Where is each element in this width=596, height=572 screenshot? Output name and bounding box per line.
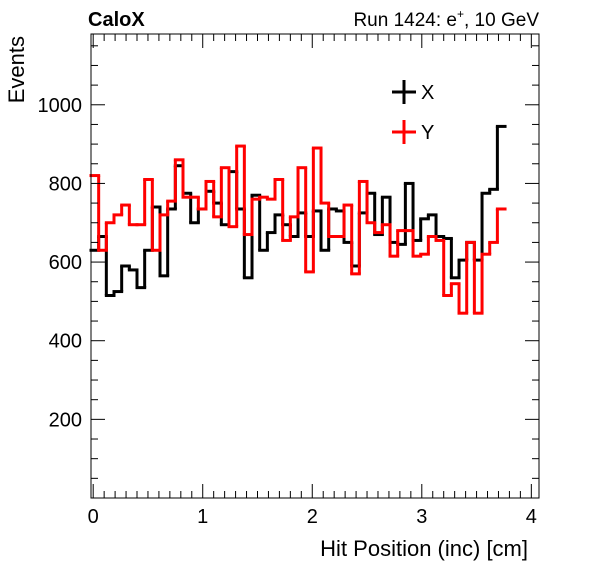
run-label-suffix: , 10 GeV [464, 10, 539, 31]
legend-entry-y: Y [392, 120, 434, 144]
y-tick-label: 800 [49, 173, 82, 195]
y-tick-label: 1000 [38, 95, 83, 117]
plot-frame [90, 33, 540, 499]
x-tick-label: 3 [416, 506, 427, 528]
run-label-prefix: Run 1424: e [353, 10, 457, 31]
legend-label: Y [421, 122, 434, 144]
run-label-superscript: + [457, 7, 464, 21]
y-axis-title: Events [4, 36, 29, 103]
y-tick-label: 600 [49, 252, 82, 274]
series-layer [89, 124, 507, 315]
legend: XY [392, 80, 434, 144]
x-tick-label: 4 [526, 506, 537, 528]
y-tick-label: 400 [49, 331, 82, 353]
x-tick-label: 0 [88, 506, 99, 528]
x-tick-label: 2 [307, 506, 318, 528]
x-tick-label: 1 [197, 506, 208, 528]
axes-layer: 0 1 2 3 4 200 400 600 800 1000 [38, 33, 540, 528]
y-tick-label: 200 [49, 409, 82, 431]
x-axis-title: Hit Position (inc) [cm] [320, 536, 528, 561]
legend-entry-x: X [392, 80, 434, 104]
experiment-label: CaloX [88, 9, 145, 31]
run-label: Run 1424: e+, 10 GeV [353, 7, 539, 31]
series-y [89, 144, 507, 315]
legend-label: X [421, 82, 434, 104]
